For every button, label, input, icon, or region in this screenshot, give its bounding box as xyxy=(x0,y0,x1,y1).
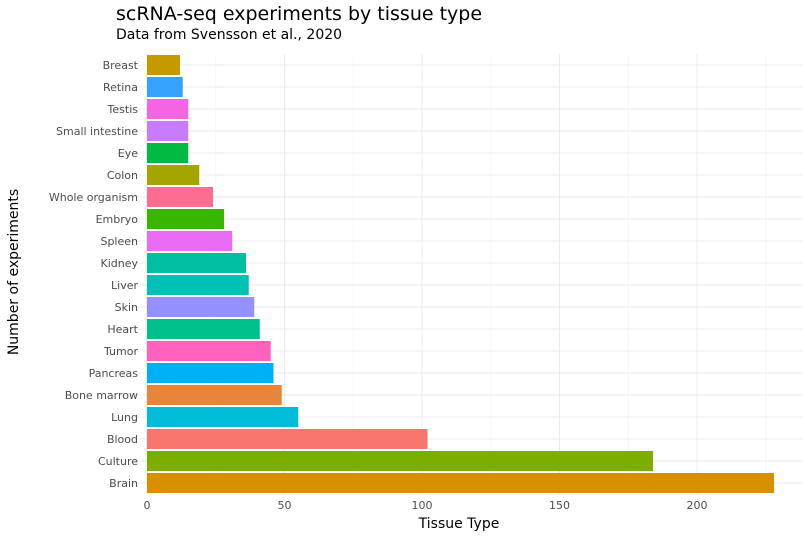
bar-kidney xyxy=(147,253,246,273)
x-tick-labels: 0 50 100 150 200 xyxy=(144,499,708,512)
bar-colon xyxy=(147,165,200,185)
bar-skin xyxy=(147,297,255,317)
bar-spleen xyxy=(147,231,233,251)
y-tick-label: Small intestine xyxy=(56,125,138,138)
bar-blood xyxy=(147,429,428,449)
y-tick-label: Kidney xyxy=(100,257,138,270)
bar-testis xyxy=(147,99,189,119)
bar-retina xyxy=(147,77,183,97)
bar-eye xyxy=(147,143,189,163)
y-tick-label: Embryo xyxy=(96,213,139,226)
y-axis-title: Number of experiments xyxy=(6,189,22,355)
x-tick-label: 200 xyxy=(687,499,708,512)
bar-lung xyxy=(147,407,299,427)
x-tick-label: 50 xyxy=(278,499,292,512)
y-tick-label: Skin xyxy=(115,301,138,314)
bar-tumor xyxy=(147,341,271,361)
chart-subtitle: Data from Svensson et al., 2020 xyxy=(116,27,343,43)
y-tick-label: Spleen xyxy=(100,235,138,248)
bar-bone-marrow xyxy=(147,385,282,405)
y-tick-label: Colon xyxy=(107,169,138,182)
y-tick-label: Heart xyxy=(107,323,138,336)
grid-lines xyxy=(117,54,803,494)
bar-brain xyxy=(147,473,774,493)
y-tick-label: Blood xyxy=(107,433,138,446)
bar-embryo xyxy=(147,209,224,229)
y-tick-label: Pancreas xyxy=(89,367,139,380)
y-tick-label: Brain xyxy=(109,477,138,490)
bar-pancreas xyxy=(147,363,274,383)
y-tick-label: Tumor xyxy=(103,345,138,358)
y-tick-labels: Brain Culture Blood Lung Bone marrow Pancreas… xyxy=(49,59,139,490)
x-axis-title: Tissue Type xyxy=(418,516,500,532)
bar-culture xyxy=(147,451,653,471)
bar-breast xyxy=(147,55,180,75)
bar-whole-organism xyxy=(147,187,213,207)
y-tick-label: Liver xyxy=(111,279,138,292)
x-tick-label: 150 xyxy=(549,499,570,512)
y-tick-label: Culture xyxy=(98,455,138,468)
bar-liver xyxy=(147,275,249,295)
x-tick-label: 100 xyxy=(412,499,433,512)
y-tick-label: Testis xyxy=(107,103,139,116)
x-tick-label: 0 xyxy=(144,499,151,512)
y-tick-label: Breast xyxy=(103,59,139,72)
y-tick-label: Whole organism xyxy=(49,191,138,204)
chart-title: scRNA-seq experiments by tissue type xyxy=(116,3,483,25)
y-tick-label: Eye xyxy=(118,147,138,160)
bar-heart xyxy=(147,319,260,339)
y-tick-label: Lung xyxy=(111,411,138,424)
bar-small-intestine xyxy=(147,121,189,141)
y-tick-label: Retina xyxy=(103,81,138,94)
y-tick-label: Bone marrow xyxy=(65,389,138,402)
bars xyxy=(147,55,774,493)
